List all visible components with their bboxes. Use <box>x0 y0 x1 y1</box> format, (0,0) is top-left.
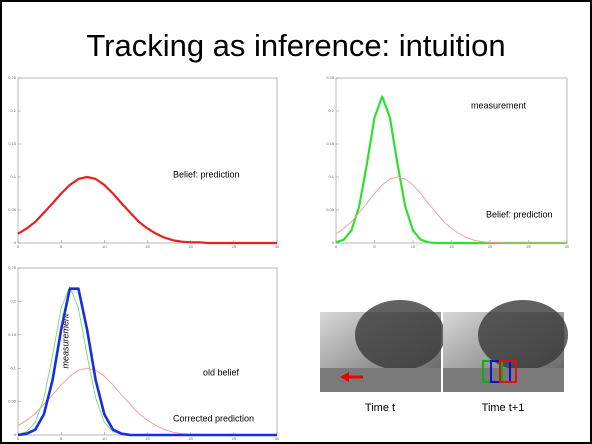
series-label: old belief <box>203 367 240 377</box>
series-line <box>17 175 277 245</box>
x-tick-label: 0 <box>17 244 20 249</box>
y-tick-label: 0.05 <box>8 399 17 404</box>
y-tick-label: 0.25 <box>8 265 17 270</box>
y-tick-label: 0.05 <box>8 207 17 212</box>
y-tick-label: 0 <box>14 432 17 437</box>
x-tick-label: 0 <box>17 436 20 441</box>
series-label: measurement <box>60 313 70 369</box>
photo-caption: Time t <box>365 402 395 414</box>
y-tick-label: 0 <box>332 240 335 245</box>
y-tick-label: 0.1 <box>328 174 334 179</box>
x-tick-label: 10 <box>102 436 107 441</box>
photo-caption: Time t+1 <box>482 402 525 414</box>
series-line <box>335 176 567 244</box>
y-tick-label: 0.1 <box>10 174 16 179</box>
photo-right <box>443 300 568 392</box>
y-tick-label: 0.15 <box>8 141 17 146</box>
y-tick-label: 0.2 <box>10 298 16 303</box>
x-tick-label: 5 <box>60 436 63 441</box>
x-tick-label: 20 <box>188 436 193 441</box>
series-label: Belief: prediction <box>173 169 240 179</box>
y-tick-label: 0.05 <box>326 207 335 212</box>
y-tick-label: 0.15 <box>326 141 335 146</box>
y-tick-label: 0 <box>14 240 17 245</box>
y-tick-label: 0.2 <box>10 108 16 113</box>
plot-frame <box>335 77 568 244</box>
y-tick-label: 0.25 <box>8 75 17 80</box>
plot-frame <box>17 77 278 244</box>
x-tick-label: 30 <box>565 244 570 249</box>
y-tick-label: 0.15 <box>8 332 17 337</box>
x-tick-label: 5 <box>60 244 63 249</box>
x-tick-label: 25 <box>526 244 531 249</box>
x-tick-label: 10 <box>102 244 107 249</box>
slide-title: Tracking as inference: intuition <box>86 28 505 63</box>
y-tick-label: 0.2 <box>328 108 334 113</box>
x-tick-label: 0 <box>335 244 338 249</box>
x-tick-label: 20 <box>488 244 493 249</box>
x-tick-label: 30 <box>275 244 280 249</box>
y-tick-label: 0.25 <box>326 75 335 80</box>
x-tick-label: 10 <box>411 244 416 249</box>
series-label: Corrected prediction <box>173 413 254 423</box>
x-tick-label: 15 <box>145 436 150 441</box>
series-label: Belief: prediction <box>486 209 553 219</box>
x-tick-label: 15 <box>449 244 454 249</box>
series-label: measurement <box>471 100 527 110</box>
x-tick-label: 15 <box>145 244 150 249</box>
series-line <box>17 287 277 437</box>
x-tick-label: 20 <box>188 244 193 249</box>
x-tick-label: 30 <box>275 436 280 441</box>
x-tick-label: 25 <box>232 436 237 441</box>
y-tick-label: 0.1 <box>10 365 16 370</box>
x-tick-label: 5 <box>373 244 376 249</box>
photo-left <box>320 300 445 392</box>
x-tick-label: 25 <box>232 244 237 249</box>
plot-frame <box>17 267 278 436</box>
